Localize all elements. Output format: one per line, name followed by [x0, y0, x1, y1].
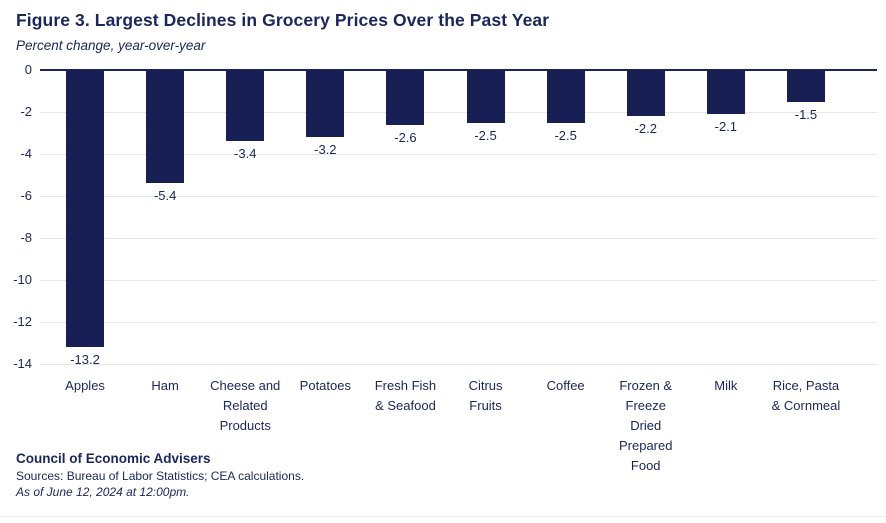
gridline [40, 238, 877, 239]
gridline [40, 364, 877, 365]
x-category-label: Coffee [546, 378, 585, 393]
x-category-label: Rice, Pasta & Cornmeal [771, 378, 841, 413]
bar-value-label: -2.5 [554, 127, 577, 143]
y-tick-label: -6 [20, 188, 32, 203]
x-category-label: Fresh Fish & Seafood [374, 378, 437, 413]
footer-sources: Sources: Bureau of Labor Statistics; CEA… [16, 469, 305, 483]
bar-value-label: -3.4 [234, 146, 257, 162]
bar [146, 70, 185, 184]
gridline [40, 112, 877, 113]
x-category-label: Apples [65, 378, 105, 393]
bar [226, 70, 265, 142]
bar-value-label: -1.5 [794, 106, 818, 122]
gridline [40, 322, 877, 323]
x-category-label: Ham [151, 378, 179, 393]
y-tick-label: -2 [20, 104, 32, 119]
x-category-label: Cheese and Related Products [210, 378, 281, 433]
gridline [40, 280, 877, 281]
y-tick-label: -12 [13, 314, 32, 329]
bar [546, 70, 585, 123]
bar-value-label: -5.4 [153, 188, 177, 204]
y-tick-label: -8 [20, 230, 32, 245]
bar [66, 70, 105, 348]
bar-value-label: -2.6 [394, 129, 417, 145]
bar-value-label: -3.2 [314, 142, 337, 158]
bar-value-label: -2.2 [634, 121, 657, 137]
bar-value-label: -2.5 [474, 127, 497, 143]
bar [626, 70, 665, 117]
bar-value-label: -2.1 [714, 119, 738, 135]
x-category-label: Citrus Fruits [468, 378, 503, 413]
gridline [40, 196, 877, 197]
bar [386, 70, 425, 125]
bar [466, 70, 505, 123]
chart-subtitle: Percent change, year-over-year [16, 38, 206, 53]
y-tick-label: -14 [13, 356, 32, 371]
footer: Council of Economic Advisers Sources: Bu… [16, 451, 304, 499]
x-category-label: Milk [714, 378, 738, 393]
x-category-label: Frozen & Freeze Dried Prepared Food [618, 378, 673, 473]
bar-value-label: -13.2 [70, 352, 100, 368]
bar [786, 70, 825, 102]
zero-axis-line [40, 69, 877, 71]
chart-title: Figure 3. Largest Declines in Grocery Pr… [16, 10, 550, 30]
bar [706, 70, 745, 115]
footer-organization: Council of Economic Advisers [16, 451, 211, 466]
bar [306, 70, 345, 138]
x-category-label: Potatoes [299, 378, 351, 393]
bottom-divider [0, 516, 886, 517]
y-tick-label: -4 [20, 146, 32, 161]
footer-as-of-timestamp: As of June 12, 2024 at 12:00pm. [16, 485, 190, 499]
y-tick-label: 0 [24, 62, 32, 77]
gridline [40, 154, 877, 155]
y-tick-label: -10 [13, 272, 32, 287]
